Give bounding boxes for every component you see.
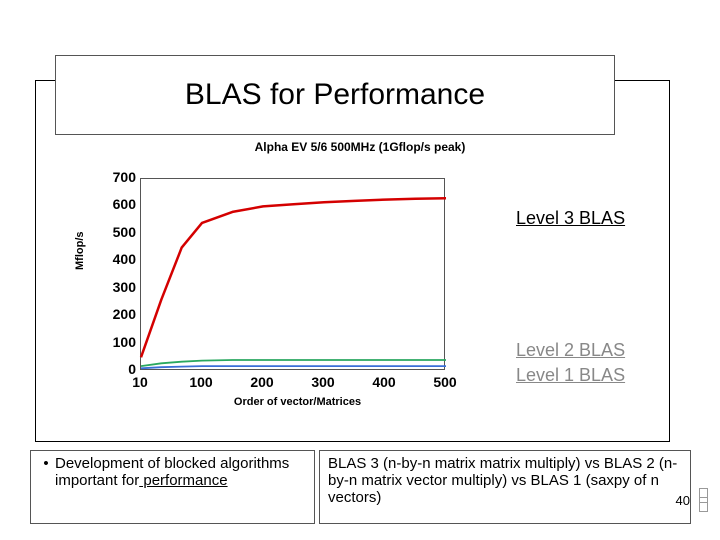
chart-subtitle: Alpha EV 5/6 500MHz (1Gflop/s peak) xyxy=(0,140,720,154)
annotation-level1: Level 1 BLAS xyxy=(516,365,625,386)
bullet-box: • Development of blocked algorithms impo… xyxy=(30,450,315,524)
annotation-level2: Level 2 BLAS xyxy=(516,340,625,361)
bullet-underlined: performance xyxy=(139,472,227,489)
chart-lines xyxy=(141,179,446,371)
x-tick: 500 xyxy=(429,374,461,390)
bullet-text: Development of blocked algorithms import… xyxy=(55,455,308,489)
y-tick: 700 xyxy=(100,169,136,185)
y-tick: 400 xyxy=(100,251,136,267)
y-tick: 600 xyxy=(100,196,136,212)
x-axis-label: Order of vector/Matrices xyxy=(80,396,515,408)
description-box: BLAS 3 (n-by-n matrix matrix multiply) v… xyxy=(319,450,691,524)
x-tick: 100 xyxy=(185,374,217,390)
series-level-2-blas xyxy=(141,360,446,366)
y-axis-label: Mflop/s xyxy=(74,232,86,271)
perf-chart: Mflop/s Order of vector/Matrices 0100200… xyxy=(80,170,515,405)
scrollbar-icon xyxy=(699,488,708,512)
x-tick: 300 xyxy=(307,374,339,390)
x-tick: 10 xyxy=(124,374,156,390)
annotation-level3: Level 3 BLAS xyxy=(516,208,625,229)
y-tick: 500 xyxy=(100,224,136,240)
y-tick: 200 xyxy=(100,306,136,322)
page-title: BLAS for Performance xyxy=(185,78,485,112)
x-tick: 200 xyxy=(246,374,278,390)
x-tick: 400 xyxy=(368,374,400,390)
series-level-1-blas xyxy=(141,366,446,368)
bullet-dot: • xyxy=(37,455,55,489)
title-box: BLAS for Performance xyxy=(55,55,615,135)
series-level-3-blas xyxy=(141,198,446,357)
page-number: 40 xyxy=(676,493,690,508)
plot-area xyxy=(140,178,445,370)
y-tick: 300 xyxy=(100,279,136,295)
y-tick: 100 xyxy=(100,334,136,350)
